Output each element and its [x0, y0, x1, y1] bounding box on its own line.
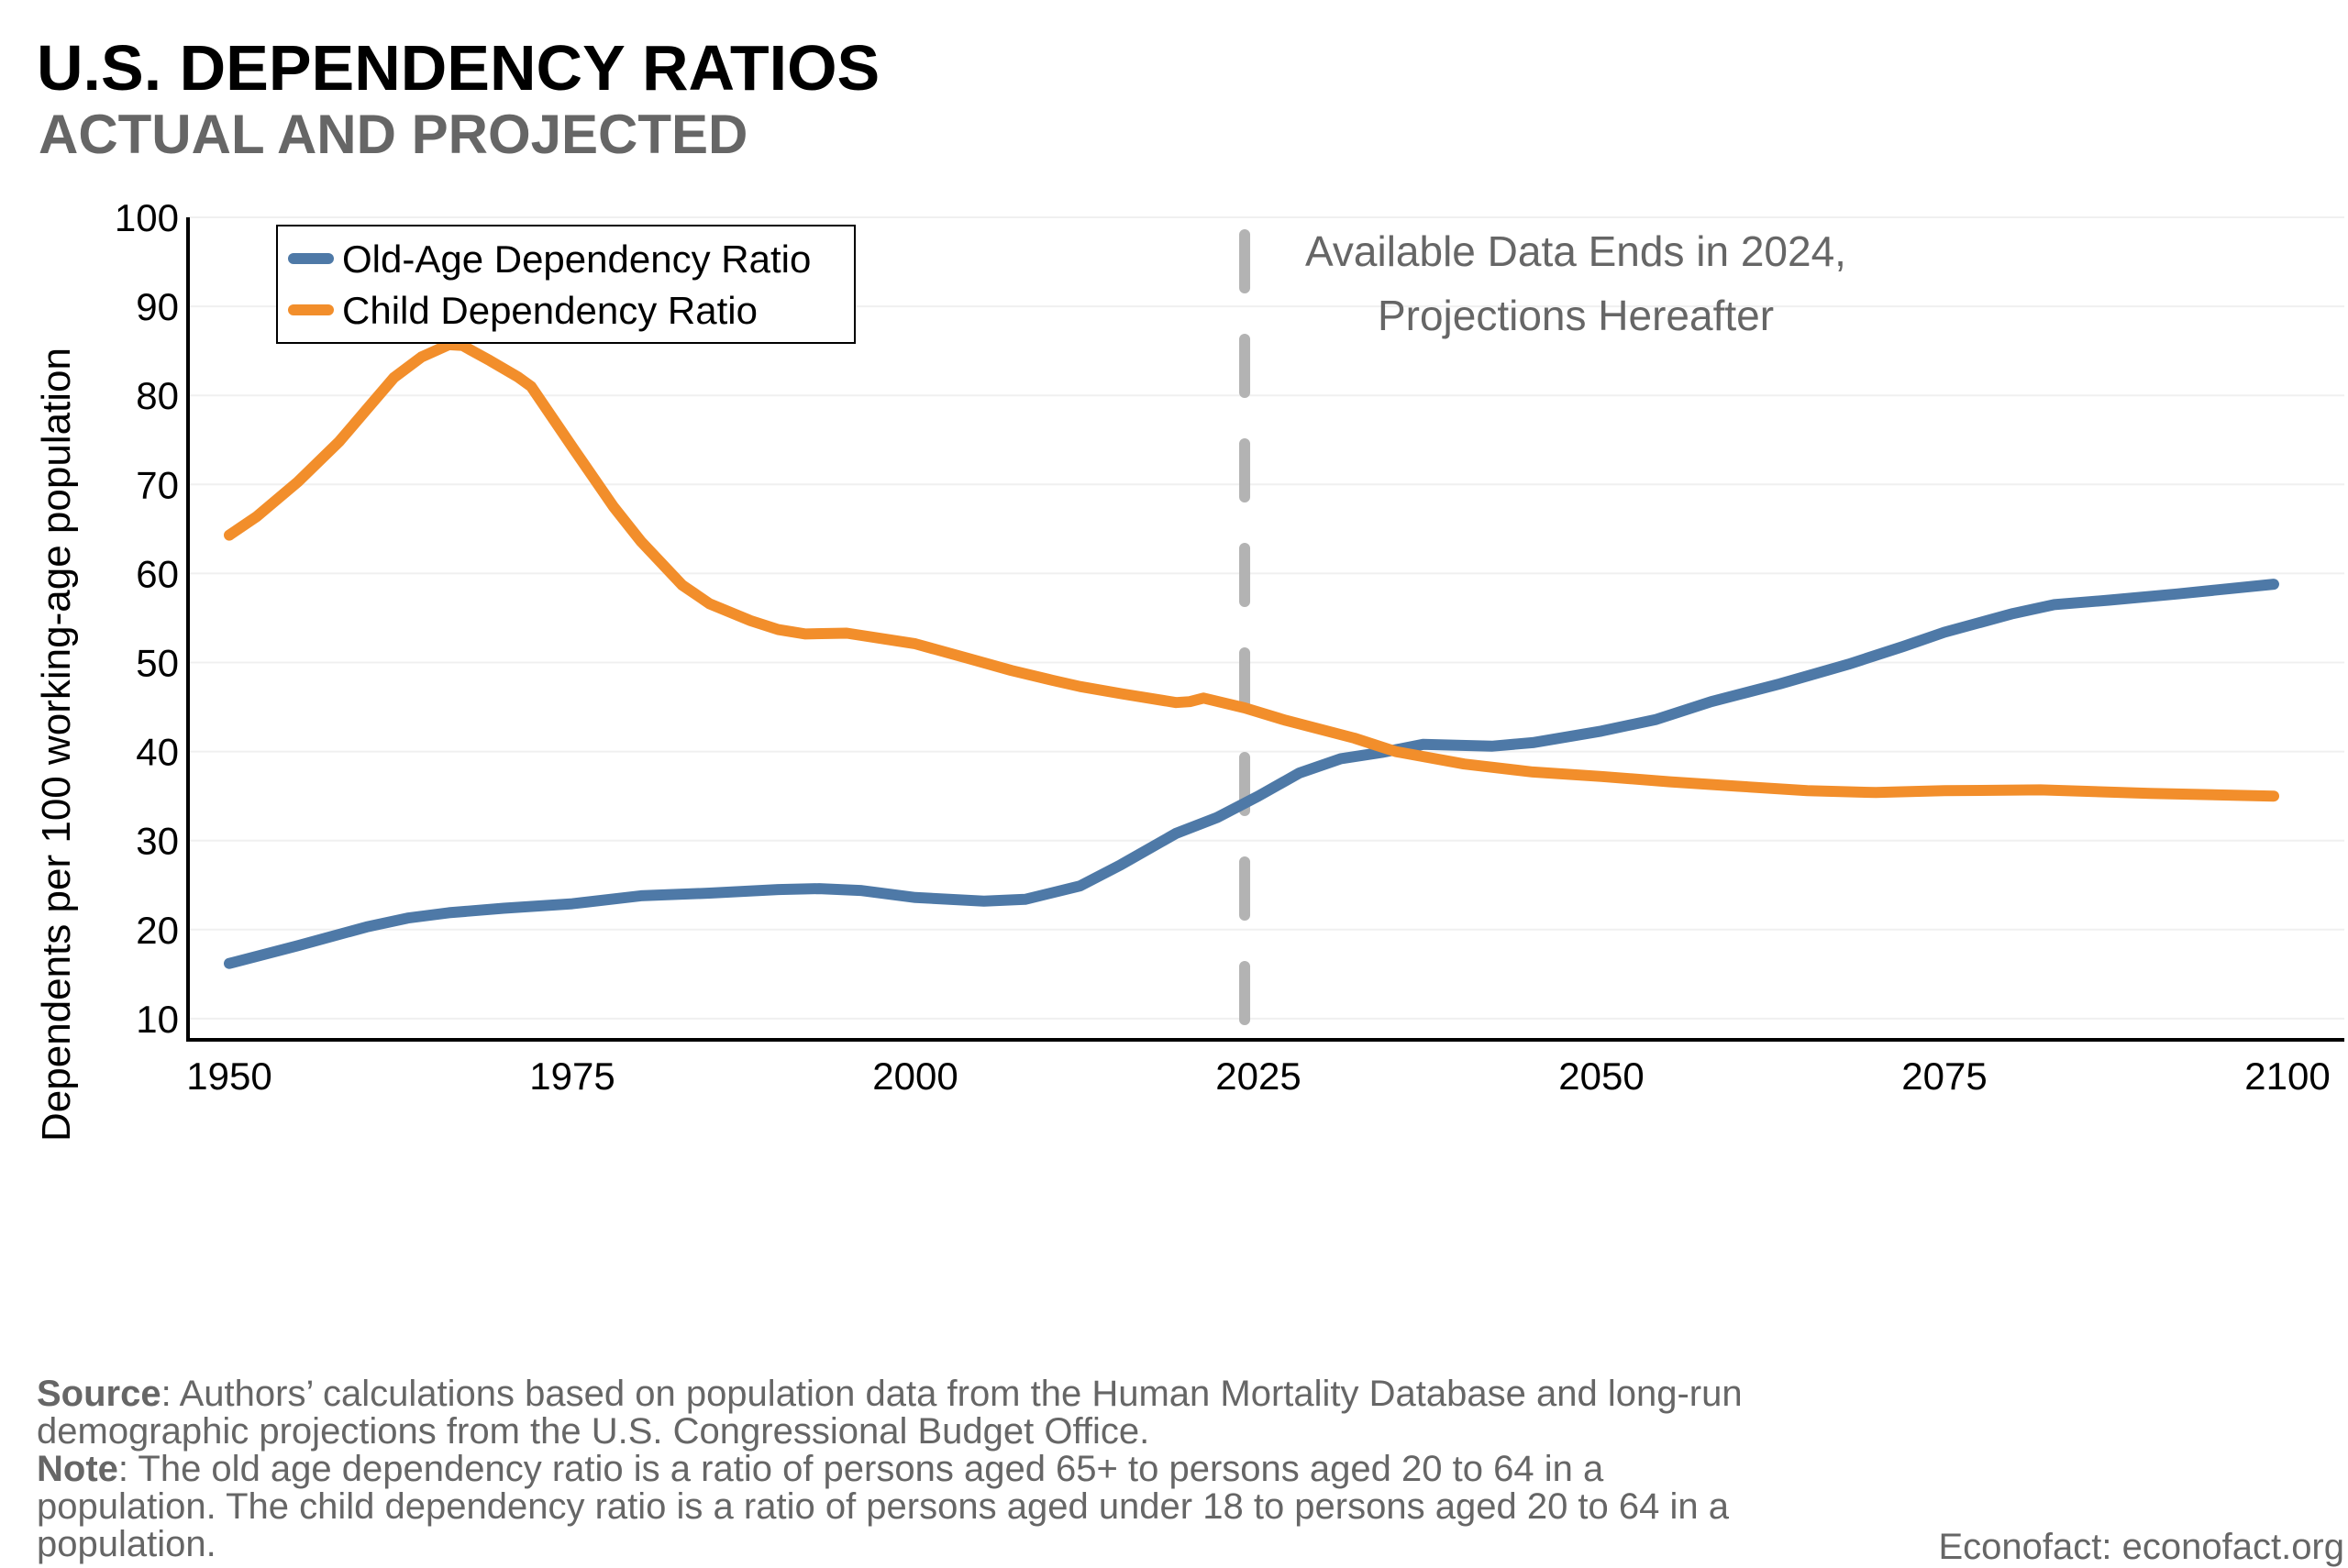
note-text: : The old age dependency ratio is a rati… — [37, 1449, 1729, 1564]
legend-label-old-age: Old-Age Dependency Ratio — [342, 237, 811, 281]
x-axis-ticks: 1950 1975 2000 2025 2050 2075 2100 — [186, 1055, 2330, 1098]
annotation-line-1: Available Data Ends in 2024, — [1305, 227, 1846, 275]
gridlines — [188, 216, 2344, 1020]
source-text: : Authors’ calculations based on populat… — [37, 1374, 1743, 1452]
series-lines — [224, 338, 2279, 969]
y-axis-ticks: 10 20 30 40 50 60 70 80 90 100 — [115, 196, 179, 1041]
dependency-ratio-chart: 10 20 30 40 50 60 70 80 90 100 1950 1975 2000 2025 20… — [34, 196, 2344, 1142]
y-tick-label: 50 — [136, 642, 179, 685]
chart-subtitle: ACTUAL AND PROJECTED — [39, 104, 748, 165]
x-tick-label: 2075 — [1901, 1055, 1987, 1098]
y-tick-label: 100 — [115, 196, 179, 239]
annotation-line-2: Projections Hereafter — [1378, 292, 1774, 339]
y-tick-label: 70 — [136, 463, 179, 506]
y-axis-label: Dependents per 100 working-age populatio… — [34, 348, 79, 1142]
footnote: Source: Authors’ calculations based on p… — [37, 1375, 1779, 1563]
y-tick-label: 10 — [136, 998, 179, 1041]
x-tick-label: 1950 — [186, 1055, 271, 1098]
legend-label-child: Child Dependency Ratio — [342, 289, 758, 332]
y-tick-label: 40 — [136, 731, 179, 774]
y-tick-label: 60 — [136, 552, 179, 595]
note-label: Note — [37, 1449, 118, 1489]
source-label: Source — [37, 1374, 161, 1414]
y-tick-label: 80 — [136, 374, 179, 417]
credit: Econofact: econofact.org — [1938, 1527, 2345, 1567]
legend-box — [276, 225, 856, 344]
old-age-ratio-line — [224, 579, 2279, 969]
x-tick-label: 2000 — [872, 1055, 958, 1098]
child-ratio-line — [224, 338, 2279, 802]
legend: Old-Age Dependency Ratio Child Dependenc… — [276, 225, 856, 344]
y-tick-label: 30 — [136, 820, 179, 863]
y-tick-label: 90 — [136, 285, 179, 328]
x-tick-label: 2100 — [2244, 1055, 2330, 1098]
y-tick-label: 20 — [136, 909, 179, 952]
chart-title: U.S. DEPENDENCY RATIOS — [37, 32, 880, 104]
x-tick-label: 1975 — [529, 1055, 615, 1098]
x-tick-label: 2025 — [1215, 1055, 1301, 1098]
x-tick-label: 2050 — [1558, 1055, 1644, 1098]
